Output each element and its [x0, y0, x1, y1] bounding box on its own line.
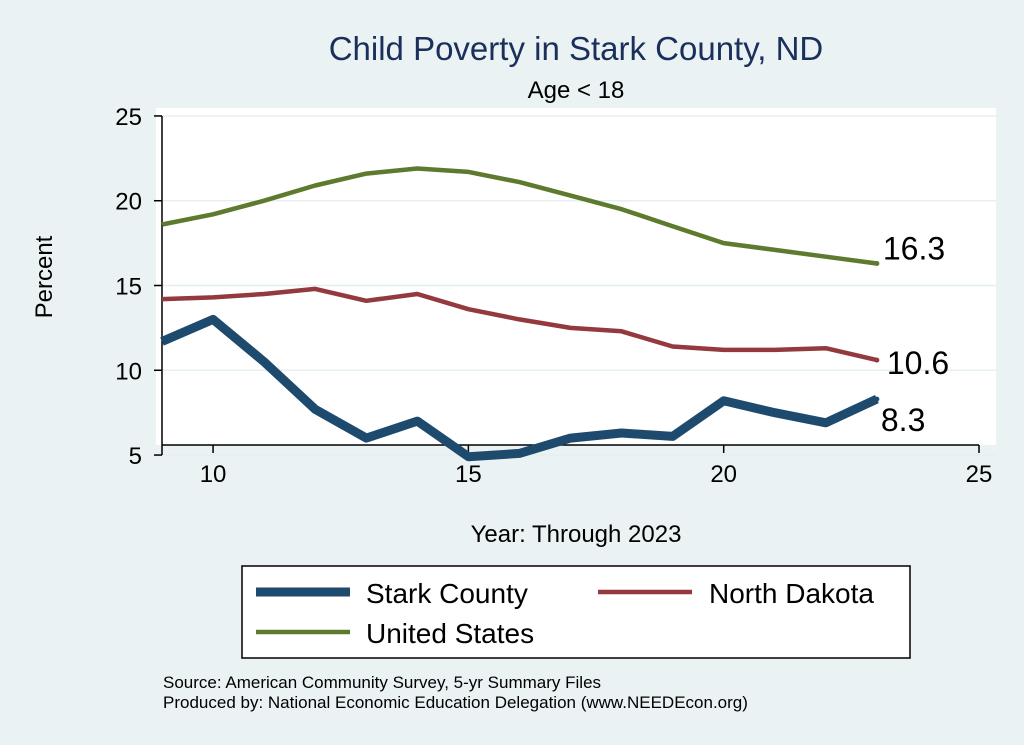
y-tick-label-5: 5 — [129, 443, 142, 470]
y-tick-label-15: 15 — [115, 274, 142, 301]
end-label-united-states: 16.3 — [883, 230, 945, 266]
series-line-north-dakota — [161, 286, 878, 363]
gridlines — [156, 115, 996, 456]
series-end-point-north-dakota — [874, 357, 880, 363]
legend-label-united-states: United States — [366, 618, 534, 649]
legend: Stark County North Dakota United States — [241, 565, 911, 659]
legend-box — [241, 565, 911, 659]
plot-area — [156, 108, 996, 445]
series-line-united-states — [161, 166, 878, 266]
end-labels: 8.3 10.6 16.3 — [881, 230, 949, 438]
chart-subtitle: Age < 18 — [528, 77, 625, 104]
producer-note: Produced by: National Economic Education… — [163, 693, 748, 712]
series-end-point-united-states — [874, 260, 880, 266]
x-tick-label-20: 20 — [710, 461, 737, 488]
source-note: Source: American Community Survey, 5-yr … — [163, 673, 601, 692]
y-axis-title: Percent — [31, 235, 58, 318]
series-end-point-stark-county — [874, 396, 880, 402]
x-tick-label-10: 10 — [200, 461, 227, 488]
legend-label-stark-county: Stark County — [366, 578, 528, 609]
x-tick-label-25: 25 — [966, 461, 993, 488]
axes: 5 10 15 20 25 10 15 20 25 — [115, 104, 992, 488]
x-tick-label-15: 15 — [455, 461, 482, 488]
end-label-stark-county: 8.3 — [881, 402, 925, 438]
y-tick-label-20: 20 — [115, 189, 142, 216]
y-tick-label-10: 10 — [115, 358, 142, 385]
series-line-stark-county — [160, 314, 879, 462]
chart-title: Child Poverty in Stark County, ND — [329, 30, 824, 67]
end-label-north-dakota: 10.6 — [887, 345, 949, 381]
y-tick-label-25: 25 — [115, 104, 142, 131]
legend-label-north-dakota: North Dakota — [709, 578, 874, 609]
series-layer — [160, 166, 880, 462]
x-axis-title: Year: Through 2023 — [471, 521, 682, 548]
